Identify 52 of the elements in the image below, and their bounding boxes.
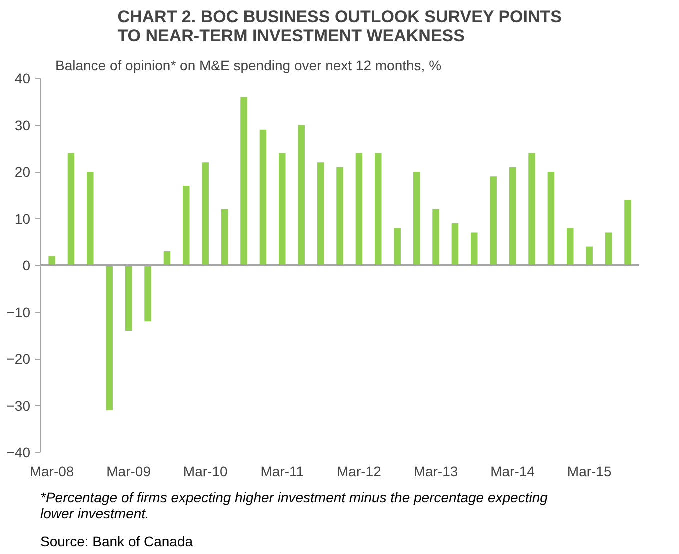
x-tick-label: Mar-08 — [30, 464, 74, 480]
chart-subtitle: Balance of opinion* on M&E spending over next 12 months, % — [56, 58, 442, 74]
bar — [624, 200, 632, 266]
bar — [586, 246, 593, 266]
bar — [125, 266, 132, 331]
x-tick-label: Mar-13 — [414, 464, 458, 480]
bar — [106, 266, 113, 410]
bar — [548, 172, 555, 266]
y-tick-label: −40 — [6, 444, 31, 460]
x-tick-label: Mar-10 — [183, 464, 228, 480]
bar — [221, 209, 228, 266]
y-tick-label: 30 — [14, 117, 31, 134]
bar — [260, 130, 267, 266]
bar — [144, 266, 152, 322]
y-tick-label: 0 — [22, 258, 31, 274]
x-tick-label: Mar-14 — [490, 464, 536, 480]
bar — [413, 172, 420, 266]
y-tick-label: −20 — [6, 351, 31, 367]
y-tick-label: −10 — [6, 304, 31, 320]
x-tick-label: Mar-15 — [567, 464, 612, 480]
bar — [336, 167, 344, 266]
source-note: Source: Bank of Canada — [40, 534, 194, 550]
bar — [240, 97, 248, 266]
x-tick-label: Mar-09 — [106, 464, 152, 480]
y-tick-label: 20 — [14, 164, 31, 180]
bar — [298, 125, 305, 266]
x-tick-label: Mar-11 — [260, 464, 304, 480]
bar — [528, 153, 536, 266]
bar — [164, 251, 171, 266]
bar — [48, 256, 56, 266]
chart-title: CHART 2. BOC BUSINESS OUTLOOK SURVEY POINTS TO NEAR-TERM INVESTMENT WEAKNESS — [118, 8, 562, 46]
bar — [87, 172, 94, 266]
bar — [279, 153, 286, 266]
bar — [68, 153, 75, 266]
bar — [202, 162, 209, 266]
text: *Percentage of firms expecting higher investment minus the percentage expecting lower investment. — [40, 490, 548, 522]
bar — [183, 186, 190, 266]
bar — [605, 232, 612, 266]
bar — [356, 153, 363, 266]
bar — [432, 209, 440, 266]
y-tick-label: −30 — [6, 398, 31, 414]
y-tick-label: 10 — [14, 210, 31, 227]
bar — [509, 167, 516, 266]
bar — [452, 223, 459, 266]
bar — [317, 162, 324, 266]
bar — [471, 232, 478, 266]
bar — [375, 153, 382, 266]
bar — [567, 228, 574, 266]
bar — [394, 228, 401, 266]
bar — [490, 176, 497, 266]
x-tick-label: Mar-12 — [337, 464, 382, 480]
y-tick-label: 40 — [14, 70, 31, 86]
